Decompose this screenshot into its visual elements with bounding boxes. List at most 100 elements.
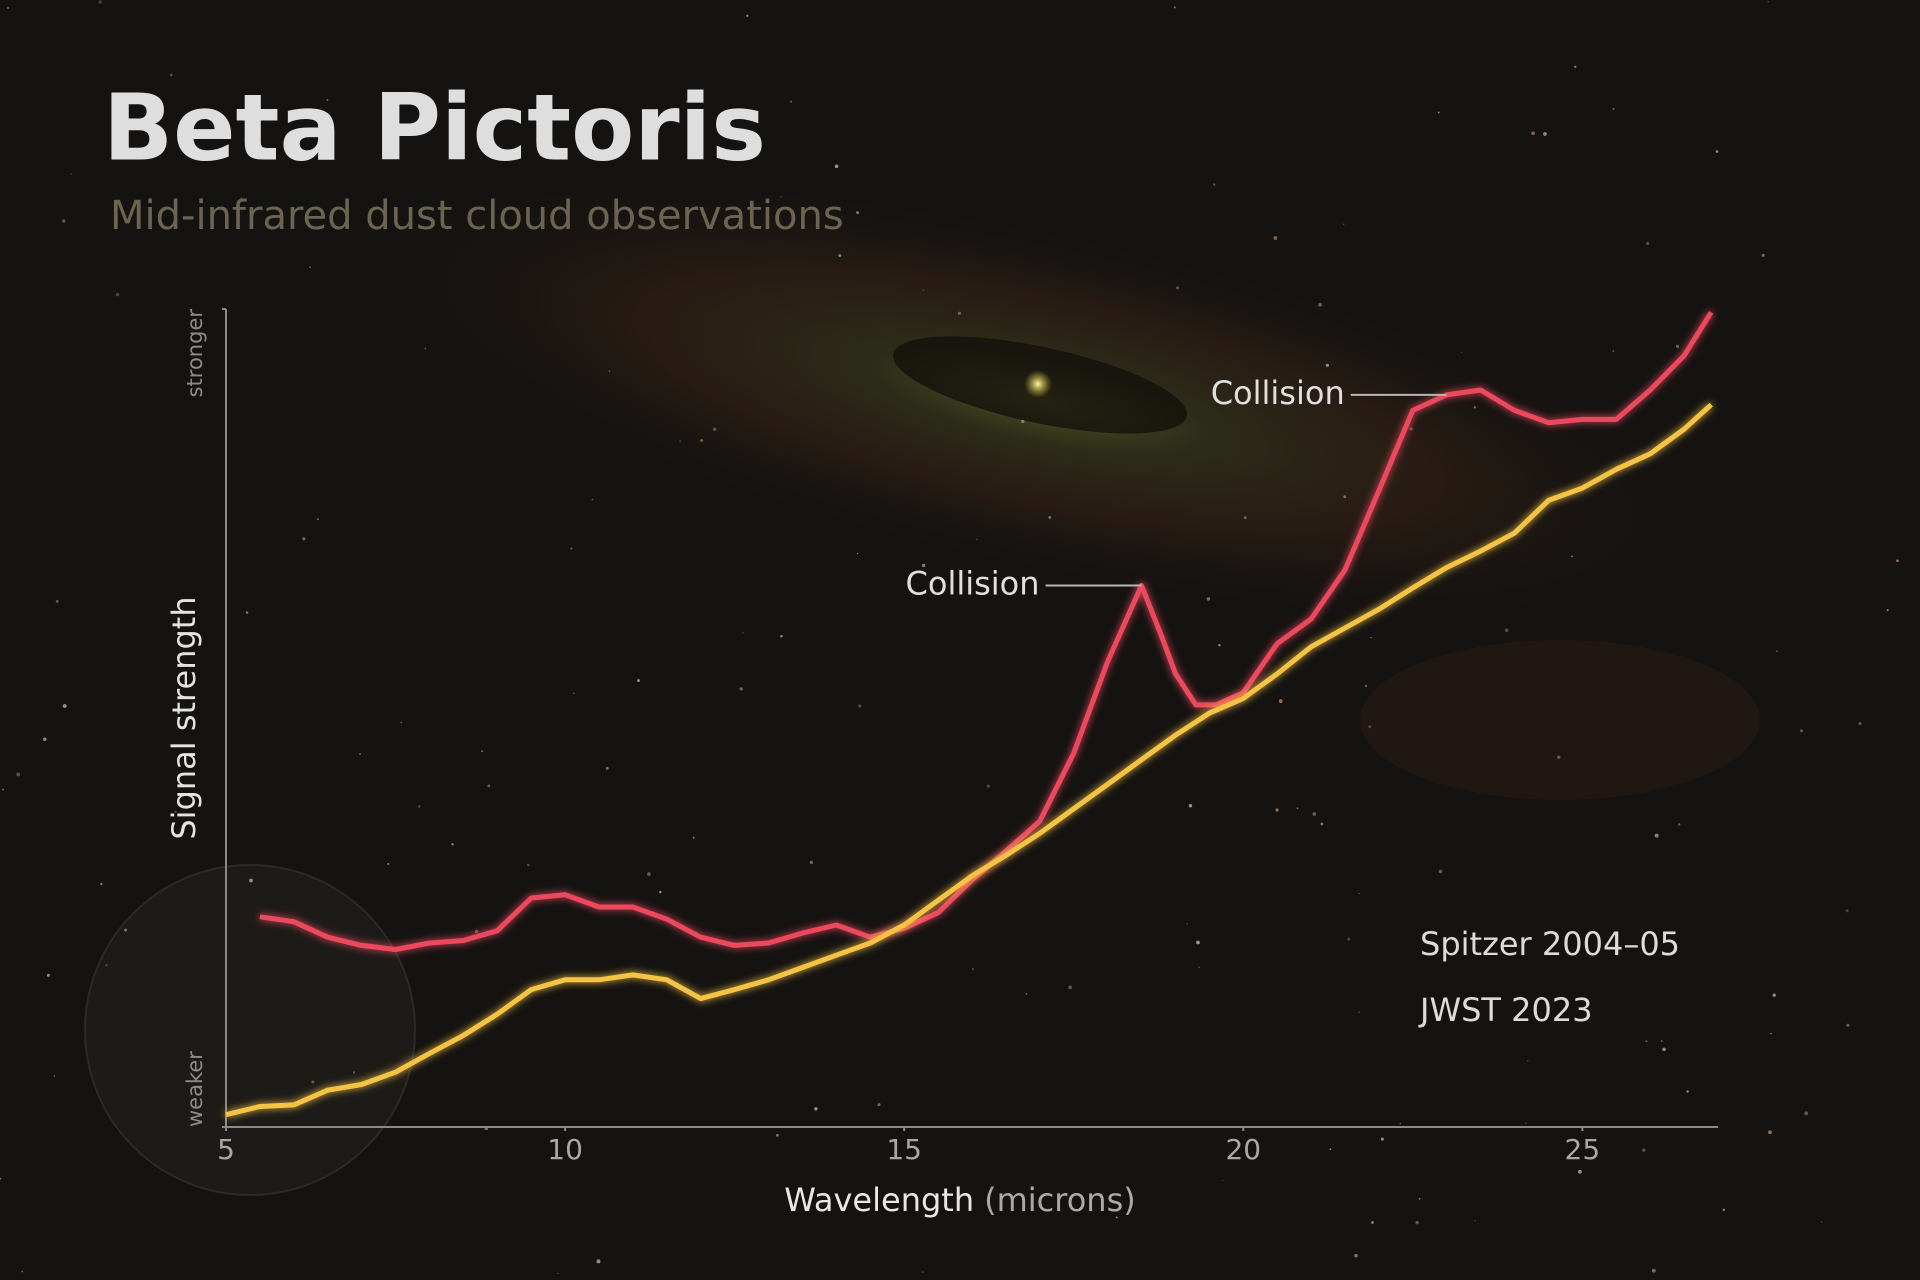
star — [1342, 223, 1345, 225]
star — [922, 289, 925, 291]
star — [1654, 833, 1659, 838]
star — [1173, 6, 1176, 9]
star — [1642, 1148, 1646, 1152]
star — [487, 784, 491, 788]
star — [1343, 495, 1347, 499]
star — [105, 964, 108, 967]
star — [591, 498, 594, 501]
star — [647, 872, 651, 876]
star — [986, 784, 990, 788]
dust-glow — [1360, 640, 1760, 800]
star — [400, 721, 402, 724]
star — [596, 1259, 601, 1264]
star — [1415, 1220, 1419, 1225]
star — [1845, 909, 1849, 913]
star — [1675, 344, 1680, 348]
star — [1347, 937, 1351, 941]
star — [1612, 349, 1615, 352]
star — [1527, 1060, 1529, 1062]
star — [742, 632, 744, 634]
star — [1358, 892, 1360, 895]
chart-title: Beta Pictoris — [103, 74, 766, 181]
star — [1296, 807, 1299, 810]
star — [608, 370, 611, 372]
star — [240, 197, 242, 199]
star — [605, 766, 609, 770]
star — [1186, 922, 1189, 925]
annotation: Collision — [906, 564, 1040, 602]
star — [115, 292, 120, 297]
star — [1399, 1122, 1401, 1125]
star — [1846, 1023, 1850, 1027]
star — [1772, 993, 1776, 997]
star — [700, 438, 704, 443]
legend-label: Spitzer 2004–05 — [1420, 925, 1680, 963]
star — [481, 750, 484, 753]
star — [302, 537, 306, 541]
star — [6, 6, 10, 10]
star — [1206, 597, 1211, 601]
star — [359, 753, 361, 755]
star — [1380, 1137, 1384, 1141]
x-tick-label: 15 — [886, 1133, 922, 1166]
star — [775, 1133, 779, 1137]
x-axis-label: Wavelength (microns) — [784, 1181, 1135, 1219]
star — [1368, 725, 1372, 729]
star — [1068, 985, 1073, 990]
star — [957, 311, 961, 315]
star — [474, 929, 479, 934]
star — [692, 836, 695, 839]
star — [53, 1075, 56, 1077]
star — [1715, 150, 1719, 153]
star — [174, 810, 177, 813]
star — [424, 347, 427, 350]
star — [1437, 111, 1440, 114]
star — [100, 882, 103, 886]
star — [1578, 1169, 1582, 1174]
star — [685, 100, 689, 103]
star — [1212, 183, 1216, 186]
star — [1660, 1040, 1663, 1043]
star — [971, 968, 975, 971]
star — [46, 973, 50, 977]
star — [1176, 286, 1179, 290]
star — [679, 440, 681, 443]
star — [834, 164, 839, 169]
star — [1651, 1268, 1656, 1273]
star — [1273, 236, 1278, 240]
star — [2, 788, 4, 791]
star — [249, 878, 253, 883]
chart-subtitle: Mid-infrared dust cloud observations — [110, 193, 844, 239]
x-tick-label: 5 — [217, 1133, 235, 1166]
star — [746, 14, 749, 17]
star — [572, 692, 575, 695]
star — [98, 0, 102, 4]
star — [659, 890, 662, 894]
star — [417, 805, 421, 808]
x-tick-label: 10 — [547, 1133, 583, 1166]
star — [1722, 1208, 1726, 1212]
star — [21, 1270, 24, 1273]
star — [245, 611, 249, 614]
star — [387, 862, 390, 865]
star — [16, 772, 21, 777]
y-tick-label: stronger — [183, 309, 207, 398]
star — [1370, 637, 1372, 639]
star — [1325, 363, 1329, 367]
star — [1275, 808, 1279, 812]
star — [124, 928, 128, 932]
star — [1196, 940, 1200, 945]
star — [1800, 729, 1803, 733]
star — [1320, 822, 1324, 826]
star — [1770, 1032, 1772, 1035]
star — [1243, 516, 1247, 520]
star — [809, 860, 814, 865]
star — [1329, 1148, 1332, 1151]
star — [1371, 1221, 1374, 1224]
star — [1021, 419, 1025, 424]
star — [790, 100, 793, 103]
star — [1776, 650, 1778, 652]
star — [1504, 628, 1509, 633]
